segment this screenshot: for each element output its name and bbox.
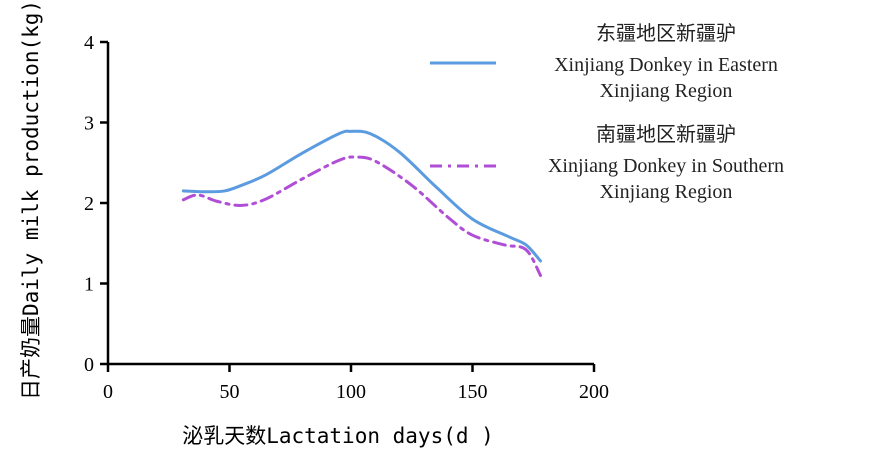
axes: 0 50 100 150 200 0 1 2 3 4 [84,32,609,403]
legend-label-2-line-3: Xinjiang Region [600,181,733,203]
legend-label-1-line-2: Xinjiang Donkey in Eastern [554,54,778,76]
series-line-2 [181,155,543,277]
series-layer [181,129,543,277]
y-tick-label: 4 [84,32,94,54]
y-tick-label: 2 [84,193,94,215]
y-tick-label: 1 [84,274,94,296]
series-line-1 [181,129,543,263]
legend-label-1-line-1: 东疆地区新疆驴 [596,22,736,45]
legend: 东疆地区新疆驴 Xinjiang Donkey in Eastern Xinjian… [430,22,784,203]
legend-label-1-line-3: Xinjiang Region [600,80,733,102]
y-tick-label: 3 [84,113,94,135]
x-ticks: 0 50 100 150 200 [103,364,609,403]
legend-label-2-line-1: 南疆地区新疆驴 [596,123,736,146]
x-tick-label: 0 [103,381,113,403]
x-tick-label: 50 [220,381,240,403]
x-tick-label: 100 [336,381,366,403]
x-axis-title: 泌乳天数Lactation days(d ) [182,424,494,448]
x-tick-label: 150 [458,381,488,403]
y-ticks: 0 1 2 3 4 [84,32,108,376]
x-tick-label: 200 [579,381,609,403]
y-tick-label: 0 [84,354,94,376]
legend-label-2-line-2: Xinjiang Donkey in Southern [548,155,784,177]
y-axis-title: 日产奶量Daily milk production(kg) [19,0,43,400]
